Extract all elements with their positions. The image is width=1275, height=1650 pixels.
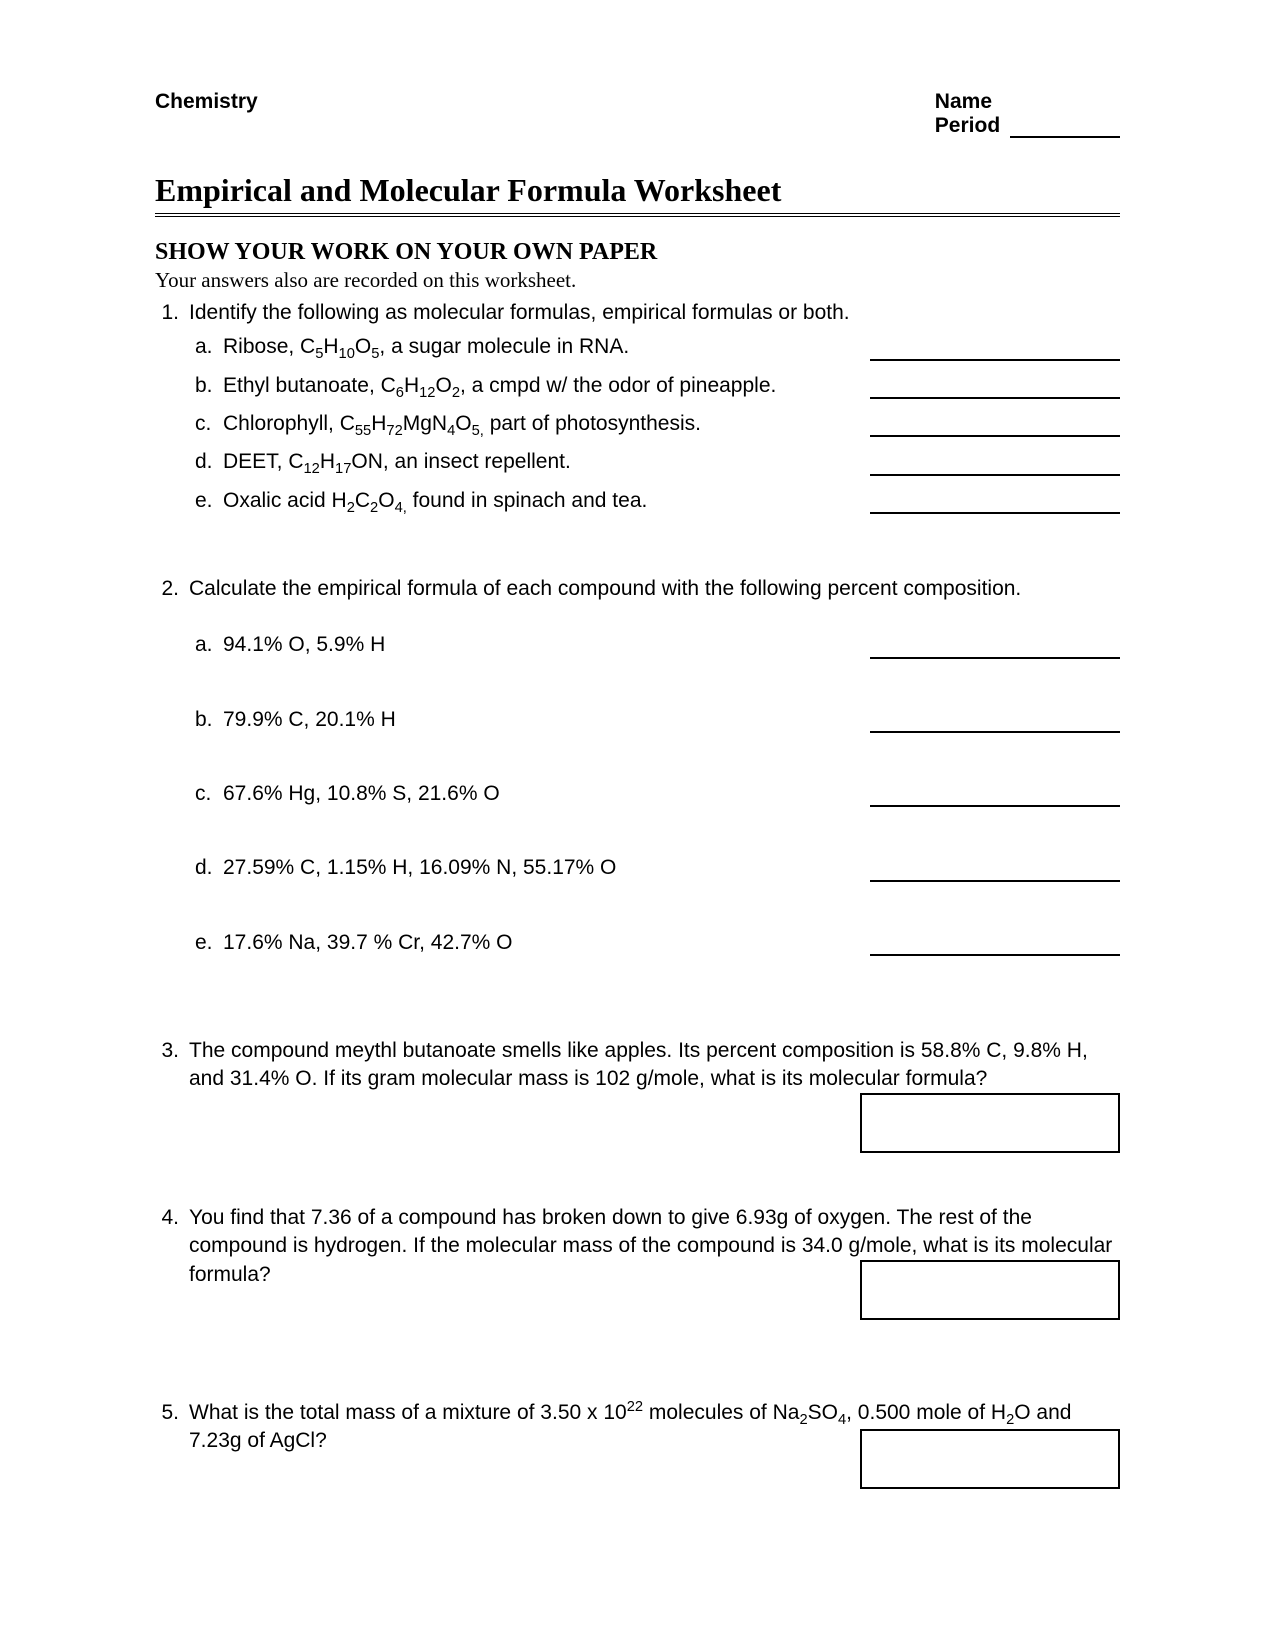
q1b-blank[interactable]: [870, 397, 1120, 399]
question-3: 3. The compound meythl butanoate smells …: [155, 1037, 1120, 1094]
q1c: c. Chlorophyll, C55H72MgN4O5, part of ph…: [189, 410, 1120, 438]
q1b-text: Ethyl butanoate, C6H12O2, a cmpd w/ the …: [223, 372, 870, 400]
q4-answer-box[interactable]: [860, 1260, 1120, 1320]
q3-text: The compound meythl butanoate smells lik…: [189, 1039, 1088, 1090]
name-period-block: Name Period: [935, 90, 1120, 138]
q1e-blank[interactable]: [870, 512, 1120, 514]
q1b: b. Ethyl butanoate, C6H12O2, a cmpd w/ t…: [189, 372, 1120, 400]
worksheet-page: Chemistry Name Period Empirical and Mole…: [0, 0, 1275, 1650]
q2-prompt: Calculate the empirical formula of each …: [189, 577, 1021, 600]
q2c: c. 67.6% Hg, 10.8% S, 21.6% O: [189, 780, 1120, 808]
q5-number: 5.: [155, 1399, 189, 1456]
q1d-text: DEET, C12H17ON, an insect repellent.: [223, 448, 870, 476]
question-list: 1. Identify the following as molecular f…: [155, 299, 1120, 1456]
period-label: Period: [935, 114, 1000, 137]
question-2: 2. Calculate the empirical formula of ea…: [155, 575, 1120, 967]
period-blank[interactable]: [1010, 136, 1120, 138]
q3-answer-box[interactable]: [860, 1093, 1120, 1153]
subtitle: SHOW YOUR WORK ON YOUR OWN PAPER: [155, 239, 1120, 266]
q2b: b. 79.9% C, 20.1% H: [189, 706, 1120, 734]
subject-label: Chemistry: [155, 90, 258, 138]
worksheet-title: Empirical and Molecular Formula Workshee…: [155, 172, 1120, 209]
q1-number: 1.: [155, 299, 189, 555]
name-label: Name: [935, 90, 992, 113]
q2b-text: 79.9% C, 20.1% H: [223, 706, 870, 734]
q2c-letter: c.: [189, 780, 223, 808]
q1d-blank[interactable]: [870, 474, 1120, 476]
q1e: e. Oxalic acid H2C2O4, found in spinach …: [189, 487, 1120, 515]
q2d: d. 27.59% C, 1.15% H, 16.09% N, 55.17% O: [189, 854, 1120, 882]
q1a-text: Ribose, C5H10O5, a sugar molecule in RNA…: [223, 333, 870, 361]
q2b-letter: b.: [189, 706, 223, 734]
q1a-letter: a.: [189, 333, 223, 361]
question-5: 5. What is the total mass of a mixture o…: [155, 1399, 1120, 1456]
q2c-text: 67.6% Hg, 10.8% S, 21.6% O: [223, 780, 870, 808]
q1e-letter: e.: [189, 487, 223, 515]
q2c-blank[interactable]: [870, 805, 1120, 807]
q3-number: 3.: [155, 1037, 189, 1094]
q2a-blank[interactable]: [870, 657, 1120, 659]
q2d-blank[interactable]: [870, 880, 1120, 882]
q1a-blank[interactable]: [870, 359, 1120, 361]
q2e-letter: e.: [189, 929, 223, 957]
question-1: 1. Identify the following as molecular f…: [155, 299, 1120, 555]
q1c-letter: c.: [189, 410, 223, 438]
q2e-text: 17.6% Na, 39.7 % Cr, 42.7% O: [223, 929, 870, 957]
q5-answer-box[interactable]: [860, 1429, 1120, 1489]
q1b-letter: b.: [189, 372, 223, 400]
question-4: 4. You find that 7.36 of a compound has …: [155, 1204, 1120, 1289]
q2a-letter: a.: [189, 631, 223, 659]
q1e-text: Oxalic acid H2C2O4, found in spinach and…: [223, 487, 870, 515]
q2d-text: 27.59% C, 1.15% H, 16.09% N, 55.17% O: [223, 854, 870, 882]
q1d: d. DEET, C12H17ON, an insect repellent.: [189, 448, 1120, 476]
q1-prompt: Identify the following as molecular form…: [189, 301, 850, 324]
q2a: a. 94.1% O, 5.9% H: [189, 631, 1120, 659]
q1c-blank[interactable]: [870, 435, 1120, 437]
q2a-text: 94.1% O, 5.9% H: [223, 631, 870, 659]
q2d-letter: d.: [189, 854, 223, 882]
q2e: e. 17.6% Na, 39.7 % Cr, 42.7% O: [189, 929, 1120, 957]
q2e-blank[interactable]: [870, 954, 1120, 956]
q1d-letter: d.: [189, 448, 223, 476]
header-row: Chemistry Name Period: [155, 90, 1120, 138]
note: Your answers also are recorded on this w…: [155, 268, 1120, 293]
q1c-text: Chlorophyll, C55H72MgN4O5, part of photo…: [223, 410, 870, 438]
title-rule: [155, 213, 1120, 217]
q2b-blank[interactable]: [870, 731, 1120, 733]
q1a: a. Ribose, C5H10O5, a sugar molecule in …: [189, 333, 1120, 361]
q4-number: 4.: [155, 1204, 189, 1289]
q2-number: 2.: [155, 575, 189, 967]
